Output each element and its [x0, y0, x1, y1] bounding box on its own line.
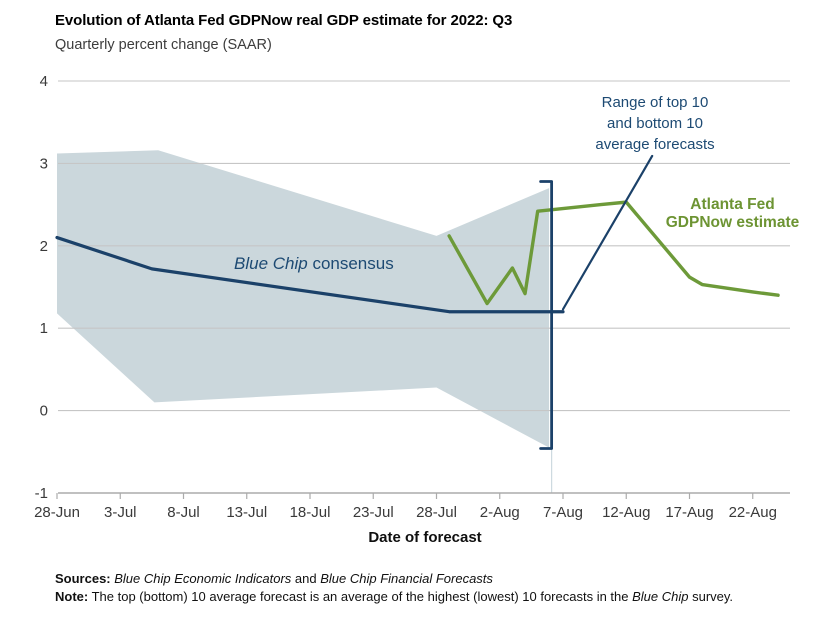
bluechip-consensus-line	[55, 235, 565, 314]
gdpnow-annotation-line2: GDPNow estimate	[665, 214, 800, 231]
sources-conj: and	[291, 571, 321, 586]
x-tick-label: 2-Aug	[480, 504, 520, 521]
sources-line: Sources: Blue Chip Economic Indicators a…	[55, 571, 493, 586]
x-axis-ticks	[56, 493, 754, 499]
y-tick-label: -1	[35, 485, 48, 502]
x-tick-label: 23-Jul	[353, 504, 394, 521]
chart-title: Evolution of Atlanta Fed GDPNow real GDP…	[55, 12, 513, 29]
x-tick-label: 22-Aug	[729, 504, 777, 521]
note-text1: The top (bottom) 10 average forecast is …	[88, 589, 633, 604]
y-tick-labels: 4 3 2 1 0 -1	[35, 73, 48, 502]
range-bracket	[539, 180, 554, 450]
note-text2: survey.	[688, 589, 734, 604]
bluechip-label-italic: Blue Chip	[234, 254, 308, 273]
y-tick-label: 0	[40, 403, 48, 420]
bluechip-consensus-label: Blue Chip consensus	[234, 254, 394, 274]
range-annotation-leader-line	[561, 154, 654, 311]
sources-italic1: Blue Chip Economic Indicators	[110, 571, 292, 586]
range-annotation: Range of top 10 and bottom 10 average fo…	[555, 92, 755, 155]
gdpnow-annotation-line1: Atlanta Fed	[690, 196, 775, 213]
x-tick-label: 13-Jul	[226, 504, 267, 521]
gdpnow-estimate-line	[447, 200, 780, 306]
gdpnow-annotation: Atlanta Fed GDPNow estimate	[640, 196, 825, 232]
note-line: Note: The top (bottom) 10 average foreca…	[55, 589, 733, 604]
x-tick-label: 18-Jul	[290, 504, 331, 521]
sources-italic2: Blue Chip Financial Forecasts	[320, 571, 493, 586]
y-tick-label: 2	[40, 238, 48, 255]
bluechip-label-rest: consensus	[307, 254, 394, 273]
x-tick-label: 28-Jul	[416, 504, 457, 521]
note-italic: Blue Chip	[632, 589, 689, 604]
range-annotation-line1: Range of top 10	[601, 94, 709, 111]
x-tick-label: 8-Jul	[167, 504, 200, 521]
chart-subtitle: Quarterly percent change (SAAR)	[55, 37, 272, 53]
y-tick-label: 3	[40, 155, 48, 172]
range-annotation-line2: and bottom 10	[607, 115, 703, 132]
note-label: Note:	[55, 589, 89, 604]
x-axis-title: Date of forecast	[368, 529, 482, 546]
x-tick-label: 7-Aug	[543, 504, 583, 521]
sources-label: Sources:	[55, 571, 111, 586]
x-tick-label: 28-Jun	[34, 504, 80, 521]
forecast-range-band	[57, 150, 550, 448]
x-tick-label: 3-Jul	[104, 504, 137, 521]
gridlines	[58, 80, 790, 494]
y-tick-label: 4	[40, 73, 48, 90]
x-tick-label: 12-Aug	[602, 504, 650, 521]
range-annotation-line3: average forecasts	[595, 136, 715, 153]
x-tick-labels: 28-Jun 3-Jul 8-Jul 13-Jul 18-Jul 23-Jul 28-Jul…	[34, 504, 777, 521]
y-tick-label: 1	[40, 320, 48, 337]
x-tick-label: 17-Aug	[665, 504, 713, 521]
